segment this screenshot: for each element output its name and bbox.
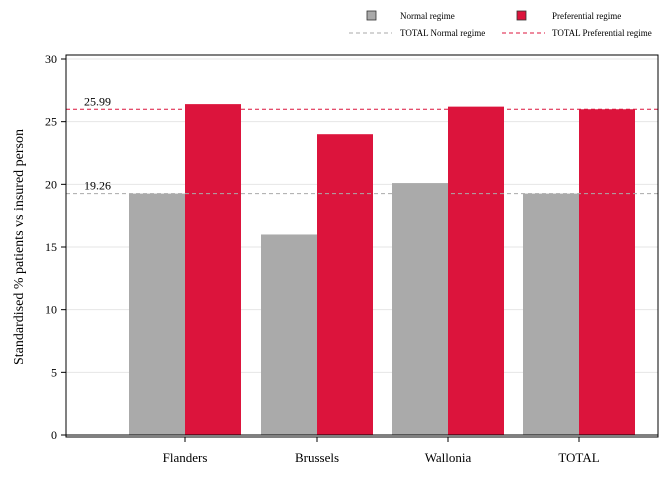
legend-swatch-preferential (516, 10, 527, 21)
bar-normal (392, 183, 448, 435)
plot-area: 0 5 10 15 20 25 30 Flanders Brussels Wallonia TOTA… (45, 52, 658, 465)
x-tick-label: TOTAL (558, 450, 599, 465)
reference-label-total-preferential: 25.99 (84, 94, 111, 108)
bar-normal (129, 193, 185, 435)
legend-label-total-normal: TOTAL Normal regime (400, 28, 485, 38)
legend-label-total-preferential: TOTAL Preferential regime (552, 28, 652, 38)
legend: Normal regime Preferential regime TOTAL … (349, 10, 652, 38)
bar-normal (261, 234, 317, 435)
legend-label-preferential: Preferential regime (552, 11, 621, 21)
legend-swatch-normal (366, 10, 377, 21)
bar-preferential (317, 134, 373, 435)
plot-frame (65, 54, 659, 438)
reference-label-total-normal: 19.26 (84, 179, 111, 193)
y-axis-title: Standardised % patients vs insured perso… (12, 129, 27, 365)
y-tick-label: 20 (45, 177, 57, 191)
y-tick-label: 15 (45, 240, 57, 254)
bar-preferential (579, 109, 635, 435)
y-tick-label: 0 (51, 428, 57, 442)
y-tick-label: 30 (45, 52, 57, 66)
y-tick-label: 25 (45, 115, 57, 129)
x-tick-label: Brussels (295, 450, 339, 465)
bar-preferential (185, 104, 241, 436)
bar-preferential (448, 106, 504, 436)
x-tick-label: Wallonia (425, 450, 472, 465)
y-tick-label: 5 (51, 365, 57, 379)
y-tick-label: 10 (45, 303, 57, 317)
legend-label-normal: Normal regime (400, 11, 455, 21)
x-tick-label: Flanders (163, 450, 208, 465)
bar-normal (523, 193, 579, 435)
